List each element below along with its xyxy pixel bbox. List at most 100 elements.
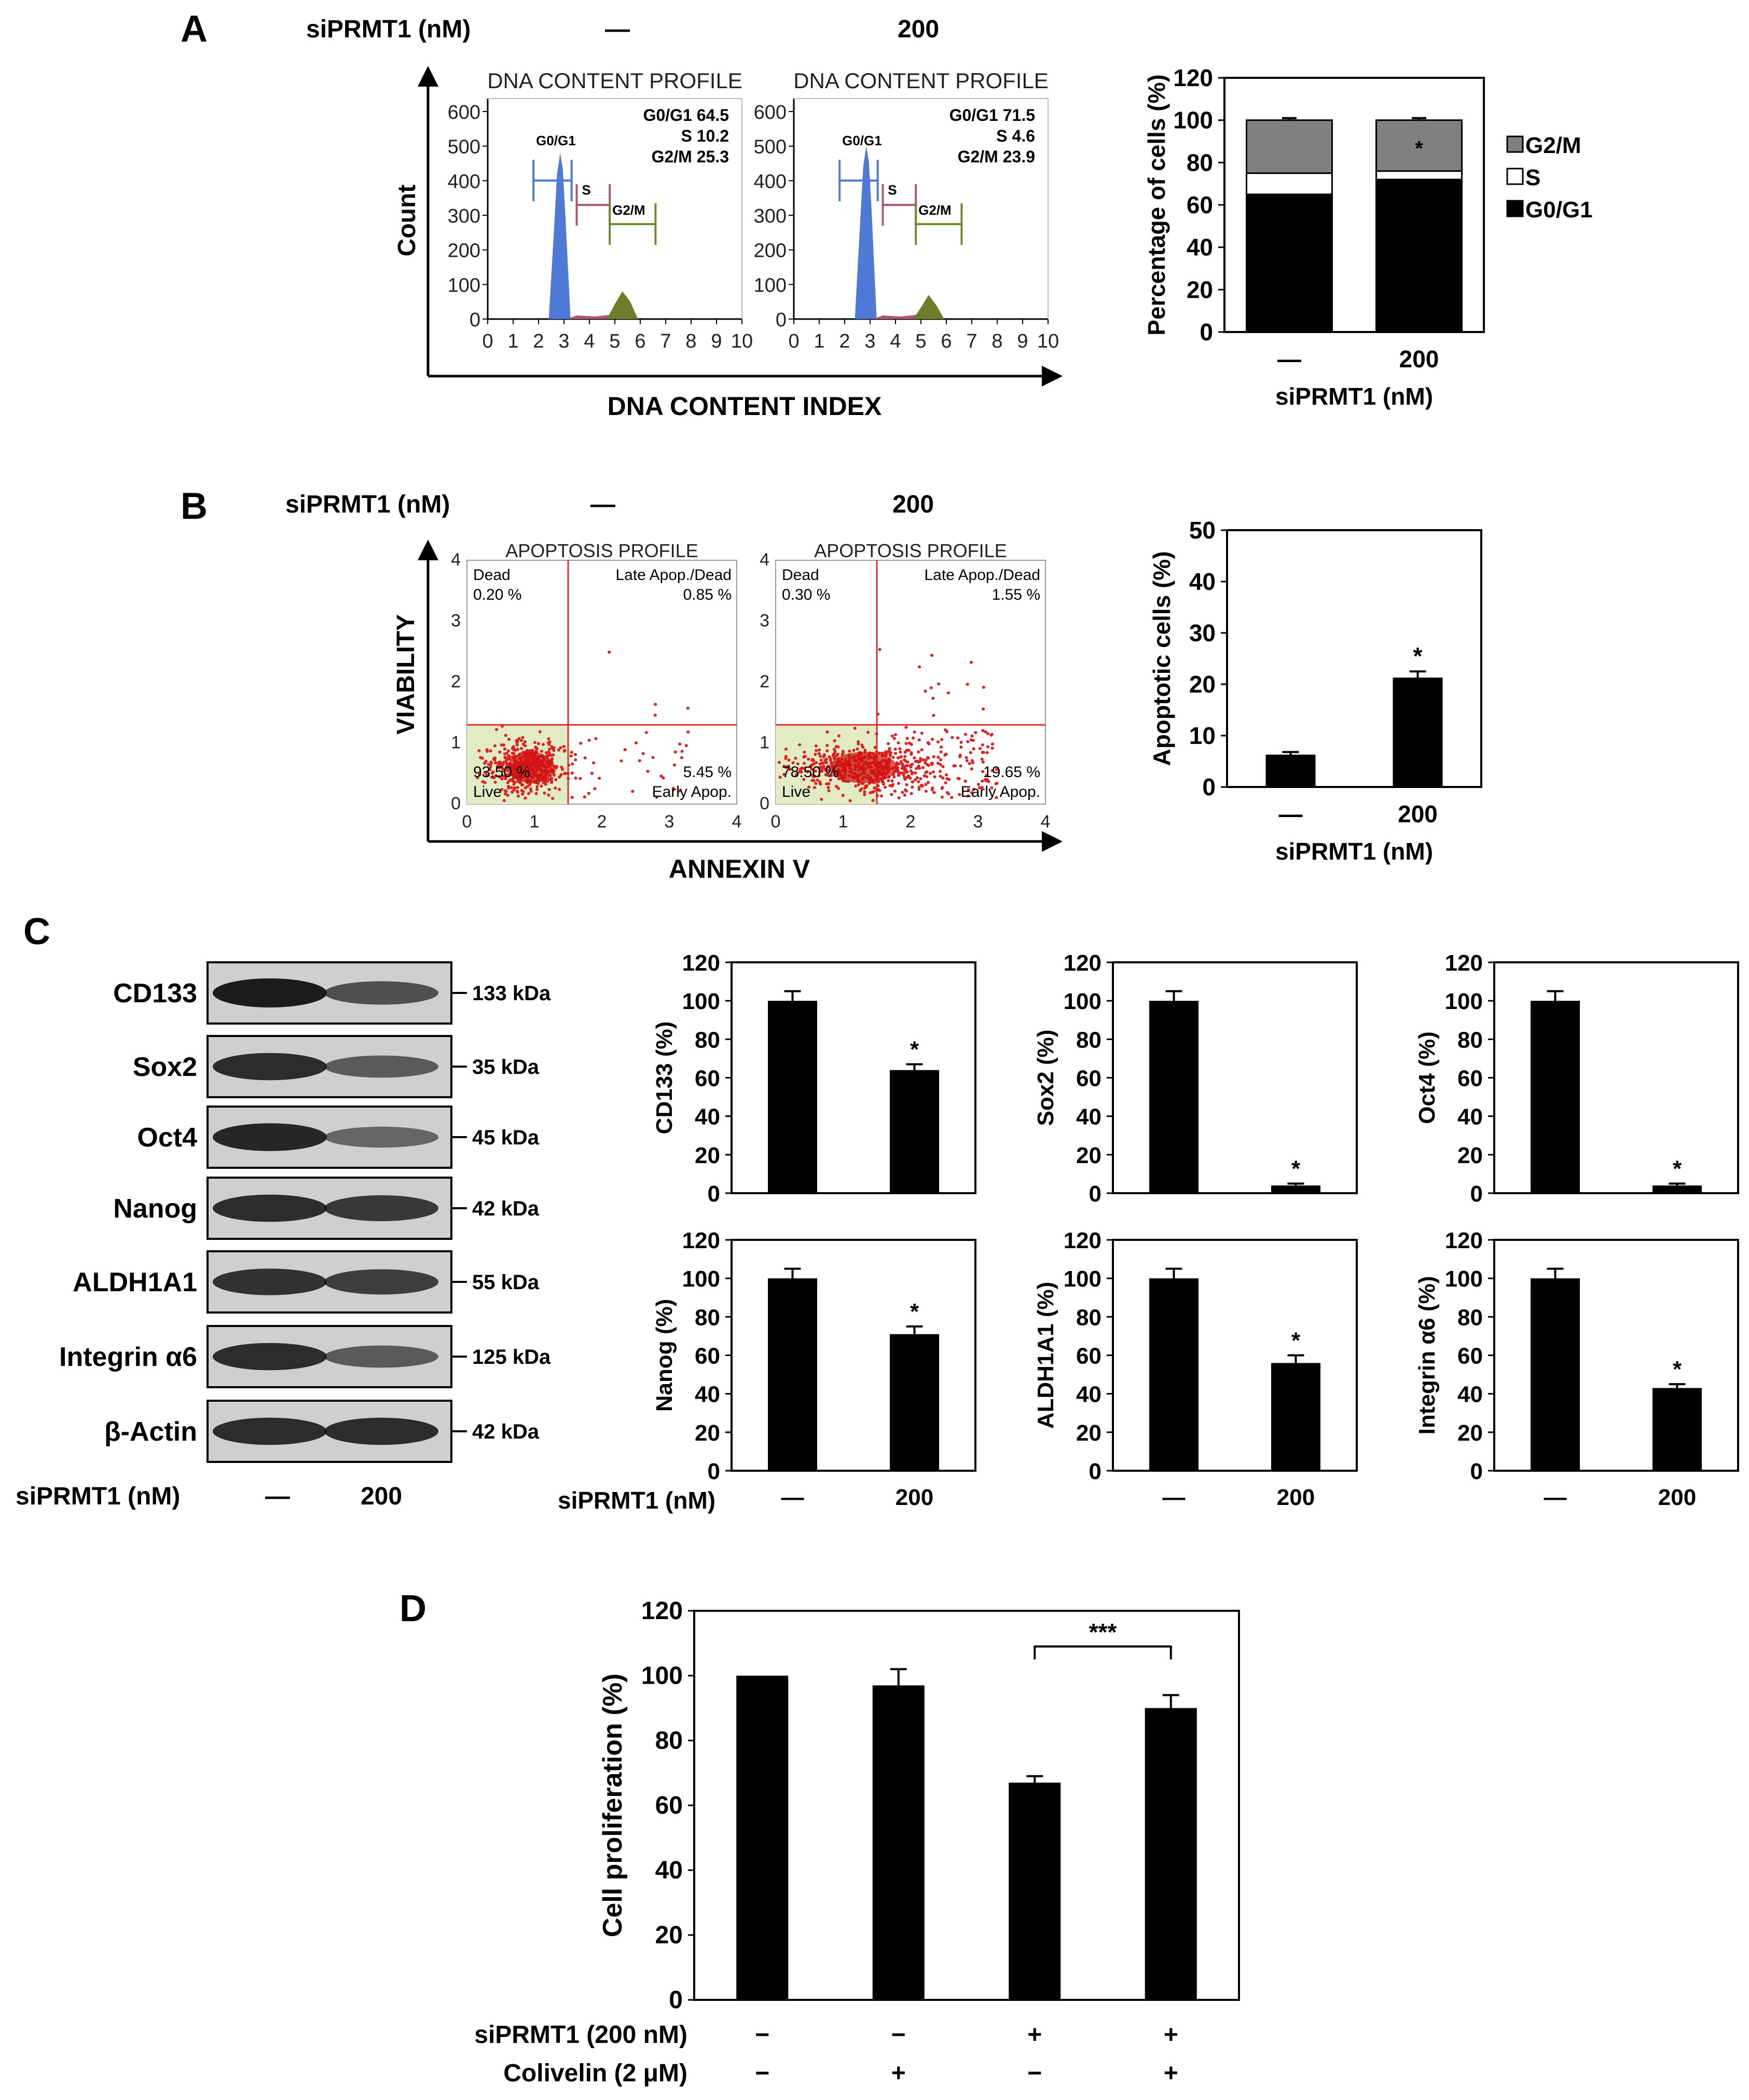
event-dot [854,784,858,788]
event-dot [541,743,545,747]
x-tick-label: 0 [788,330,799,352]
event-dot [787,758,791,762]
event-dot [487,763,490,766]
y-tick-label: 100 [682,989,720,1014]
event-dot [638,759,641,763]
y-tick-label: 1 [451,733,461,753]
event-dot [924,761,927,765]
event-dot [958,793,961,796]
y-tick-label: 20 [1457,1143,1483,1168]
protein-band [324,1269,438,1295]
event-dot [982,707,985,711]
event-dot [824,768,828,771]
event-dot [990,742,994,746]
event-dot [544,780,547,783]
y-tick-label: 0 [776,309,787,331]
y-axis-label: Percentage of cells (%) [1143,74,1170,336]
event-dot [848,750,851,753]
event-dot [880,751,884,755]
event-dot [814,782,818,785]
event-dot [608,651,611,654]
event-dot [515,743,519,747]
proliferation-bar-chart: 0 20 40 60 80 100 120 Cell proliferation (%) − − −… [598,1597,1240,2087]
x-tick-label: — [1544,1485,1567,1510]
event-dot [594,737,598,740]
event-dot [887,742,890,745]
event-dot [816,778,819,782]
event-dot [477,749,481,753]
y-tick-label: 40 [655,1857,683,1884]
event-dot [904,742,908,745]
y-tick-label: 600 [448,102,480,123]
event-dot [866,730,870,734]
marker-chart-integrin: 0 20 40 60 80 100 120 — * 200 Integrin α6 (%) [1414,1228,1739,1510]
event-dot [559,773,563,777]
event-dot [785,765,789,769]
event-dot [583,756,587,759]
y-tick-label: 0 [669,1986,683,2014]
event-dot [945,791,949,794]
event-dot [857,783,860,786]
event-dot [592,761,596,765]
event-dot [939,763,942,766]
event-dot [909,765,913,769]
event-dot [981,779,984,783]
event-dot [888,747,891,750]
protein-band [324,981,438,1005]
condition-value: 200 [898,16,939,43]
event-dot [833,751,837,754]
event-dot [587,792,590,795]
event-dot [941,765,945,768]
y-tick-label: 120 [1445,1228,1483,1253]
y-tick-label: 50 [1189,517,1216,544]
row-label: Colivelin (2 μM) [503,2060,687,2087]
event-dot [861,745,865,749]
event-dot [917,750,920,754]
event-dot [516,748,519,751]
event-dot [903,793,906,797]
event-dot [909,769,913,773]
event-dot [567,763,571,767]
event-dot [818,762,822,766]
y-tick-label: 80 [695,1027,720,1053]
event-dot [926,756,929,759]
event-dot [503,747,506,751]
event-dot [802,755,806,759]
event-dot [878,647,882,651]
event-dot [823,753,827,757]
event-dot [970,791,973,794]
event-dot [978,747,982,750]
event-dot [500,763,503,766]
y-axis-label: VIABILITY [392,614,420,735]
y-tick-label: 80 [1076,1027,1101,1053]
y-tick-label: 120 [682,950,720,976]
event-dot [945,773,948,777]
gate-label: G2/M [612,202,645,218]
event-dot [943,753,947,757]
event-dot [931,770,935,773]
event-dot [990,769,994,772]
quadrant-percent: 93.50 % [473,764,530,781]
event-dot [538,730,542,734]
event-dot [784,756,788,760]
event-dot [903,750,907,754]
event-dot [915,776,919,780]
event-dot [902,771,906,775]
significance-mark: * [1291,1156,1301,1181]
x-tick-label: 6 [635,330,645,352]
event-dot [483,771,487,775]
event-cluster [507,752,555,783]
event-dot [550,747,554,750]
event-dot [959,764,962,768]
x-tick-label: 9 [1017,330,1028,352]
x-tick-label: 3 [973,812,983,832]
event-dot [672,763,676,767]
event-dot [899,771,903,775]
event-dot [510,786,514,790]
legend-swatch [1506,200,1524,217]
molecular-weight-label: 42 kDa [472,1420,540,1443]
event-dot [976,782,980,786]
event-dot [957,777,961,781]
event-dot [517,737,521,740]
event-dot [857,742,860,745]
